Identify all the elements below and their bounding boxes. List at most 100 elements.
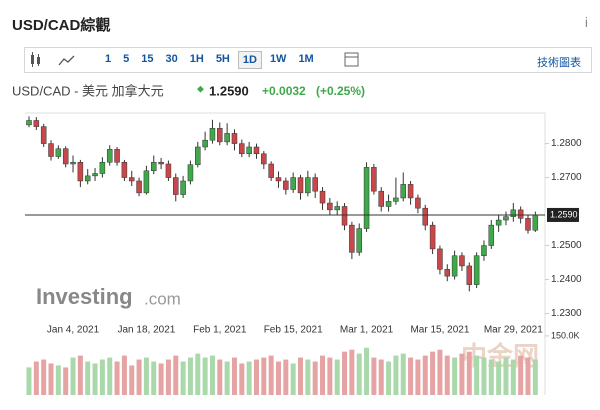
volume-bar bbox=[239, 363, 245, 395]
watermark: 中金网 bbox=[461, 341, 539, 371]
candle-body bbox=[150, 162, 157, 172]
volume-bar bbox=[312, 361, 318, 395]
chart-type-icons[interactable] bbox=[25, 50, 85, 70]
volume-bar bbox=[55, 365, 61, 395]
volume-bar bbox=[246, 361, 252, 395]
candle-body bbox=[158, 162, 164, 165]
candle-body bbox=[437, 248, 443, 270]
interval-button[interactable]: 1W bbox=[269, 53, 287, 65]
volume-bar bbox=[187, 357, 193, 395]
volume-bar bbox=[320, 355, 326, 395]
volume-bar bbox=[437, 349, 443, 395]
price-tag bbox=[547, 207, 579, 222]
volume-bar bbox=[151, 361, 157, 395]
candle-body bbox=[466, 265, 473, 285]
candle-body bbox=[246, 146, 252, 155]
volume-bar bbox=[290, 363, 296, 395]
candle-body bbox=[187, 164, 194, 182]
volume-bar bbox=[136, 359, 142, 395]
volume-bar bbox=[364, 347, 370, 395]
price-change-pct: (+0.25%) bbox=[316, 84, 365, 98]
volume-bar bbox=[305, 359, 311, 395]
candle-body bbox=[393, 197, 399, 202]
interval-button[interactable]: 1H bbox=[189, 53, 204, 65]
interval-button[interactable]: 1M bbox=[298, 53, 314, 65]
volume-bar bbox=[474, 355, 480, 395]
volume-bar bbox=[283, 359, 289, 395]
candle-body bbox=[224, 133, 230, 143]
volume-bar bbox=[408, 357, 414, 395]
candle-body bbox=[33, 120, 40, 127]
volume-bar bbox=[63, 367, 69, 395]
info-icon[interactable]: i bbox=[584, 14, 588, 30]
y-tick-label: 1.2700 bbox=[551, 172, 582, 183]
candle-body bbox=[356, 228, 362, 253]
volume-bar bbox=[209, 355, 215, 395]
volume-bar bbox=[430, 351, 436, 395]
volume-bar bbox=[459, 353, 465, 395]
candle-body bbox=[92, 173, 98, 177]
candle-body bbox=[84, 175, 91, 182]
volume-bar bbox=[481, 357, 487, 395]
x-tick-label: Jan 4, 2021 bbox=[47, 325, 100, 336]
volume-bar bbox=[371, 357, 377, 395]
candle-body bbox=[283, 180, 289, 190]
volume-bar bbox=[202, 357, 208, 395]
candle-body bbox=[525, 218, 531, 231]
volume-bar bbox=[224, 361, 230, 395]
volume-bar bbox=[378, 359, 384, 395]
candle-body bbox=[136, 180, 142, 194]
candle-body bbox=[99, 162, 106, 174]
interval-group: 1 5 15 30 1H 5H 1D 1W 1M bbox=[101, 51, 322, 69]
candle-body bbox=[55, 148, 62, 157]
volume-bar bbox=[422, 355, 428, 395]
volume-bar bbox=[114, 361, 120, 395]
interval-button[interactable]: 1 bbox=[105, 53, 112, 65]
volume-bar bbox=[275, 361, 281, 395]
candle-body bbox=[106, 149, 113, 163]
volume-bar bbox=[107, 357, 113, 395]
candle-body bbox=[459, 255, 465, 267]
candle-body bbox=[371, 167, 377, 192]
candle-body bbox=[121, 162, 128, 178]
volume-bar bbox=[48, 363, 54, 395]
candle-body bbox=[239, 143, 245, 155]
settings-icon[interactable] bbox=[342, 50, 362, 70]
candle-body bbox=[334, 206, 340, 211]
candle-body bbox=[261, 153, 267, 165]
volume-bar bbox=[466, 351, 472, 395]
candle-body bbox=[473, 255, 480, 285]
price-change: +0.0032 bbox=[262, 84, 306, 98]
toolbar: 1 5 15 30 1H 5H 1D 1W 1M 技術圖表 bbox=[24, 47, 592, 73]
interval-button[interactable]: 1D bbox=[237, 51, 262, 69]
candle-body bbox=[363, 167, 370, 229]
volume-bar bbox=[85, 361, 91, 395]
candle-body bbox=[481, 245, 487, 256]
volume-bar bbox=[180, 361, 186, 395]
interval-button[interactable]: 5 bbox=[123, 53, 130, 65]
technical-chart-link[interactable]: 技術圖表 bbox=[537, 57, 581, 69]
volume-bar bbox=[334, 359, 340, 395]
up-arrow: ◆ bbox=[197, 83, 204, 93]
candle-body bbox=[128, 177, 135, 182]
volume-bar bbox=[195, 353, 201, 395]
volume-bar bbox=[386, 361, 392, 395]
candle-body bbox=[173, 177, 179, 195]
x-tick-label: Feb 1, 2021 bbox=[193, 325, 247, 336]
interval-button[interactable]: 30 bbox=[165, 53, 178, 65]
candle-body bbox=[341, 206, 348, 226]
interval-button[interactable]: 5H bbox=[215, 53, 230, 65]
volume-bar bbox=[158, 363, 164, 395]
volume-bar bbox=[99, 359, 105, 395]
candle-body bbox=[40, 126, 47, 144]
x-tick-label: Mar 1, 2021 bbox=[340, 325, 394, 336]
candle-body bbox=[62, 148, 69, 165]
candle-body bbox=[48, 143, 54, 157]
candle-body bbox=[114, 149, 120, 163]
x-tick-label: Feb 15, 2021 bbox=[264, 325, 323, 336]
volume-bar bbox=[356, 353, 362, 395]
interval-button[interactable]: 15 bbox=[141, 53, 154, 65]
volume-bar bbox=[503, 357, 509, 395]
volume-bar bbox=[349, 349, 355, 395]
volume-bar bbox=[70, 357, 76, 395]
